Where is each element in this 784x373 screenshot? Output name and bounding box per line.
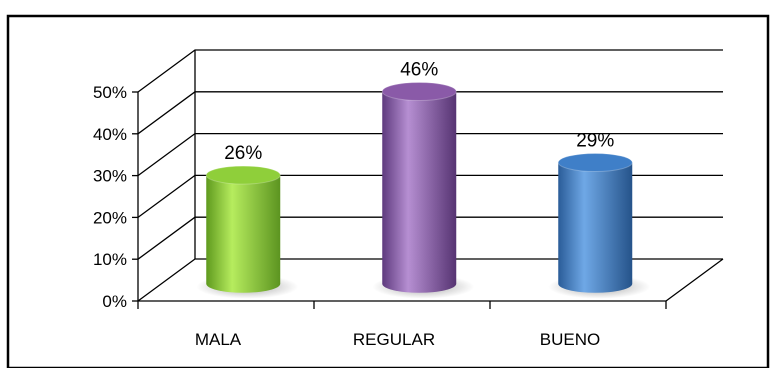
y-tick-label: 40%: [93, 125, 127, 144]
y-tick-label: 0%: [102, 292, 127, 311]
label-layer: 0% 10% 20% 30% 40% 50% 26% MALA 46% REGULAR 29% BUE…: [93, 59, 614, 349]
data-label: 46%: [400, 59, 438, 80]
data-label: 26%: [224, 143, 262, 164]
x-tick-label: BUENO: [540, 330, 600, 349]
x-tick-label: REGULAR: [353, 330, 435, 349]
axis-layer: [132, 50, 724, 309]
y-tick-label: 30%: [93, 167, 127, 186]
x-tick-label: MALA: [195, 330, 242, 349]
data-label: 29%: [576, 131, 614, 152]
y-tick-label: 20%: [93, 208, 127, 227]
bar-mala: [196, 165, 299, 299]
y-tick-label: 10%: [93, 250, 127, 269]
bar-bueno: [548, 153, 651, 299]
y-tick-label: 50%: [93, 83, 127, 102]
bar-layer: [196, 81, 651, 299]
bar-regular: [372, 81, 475, 299]
